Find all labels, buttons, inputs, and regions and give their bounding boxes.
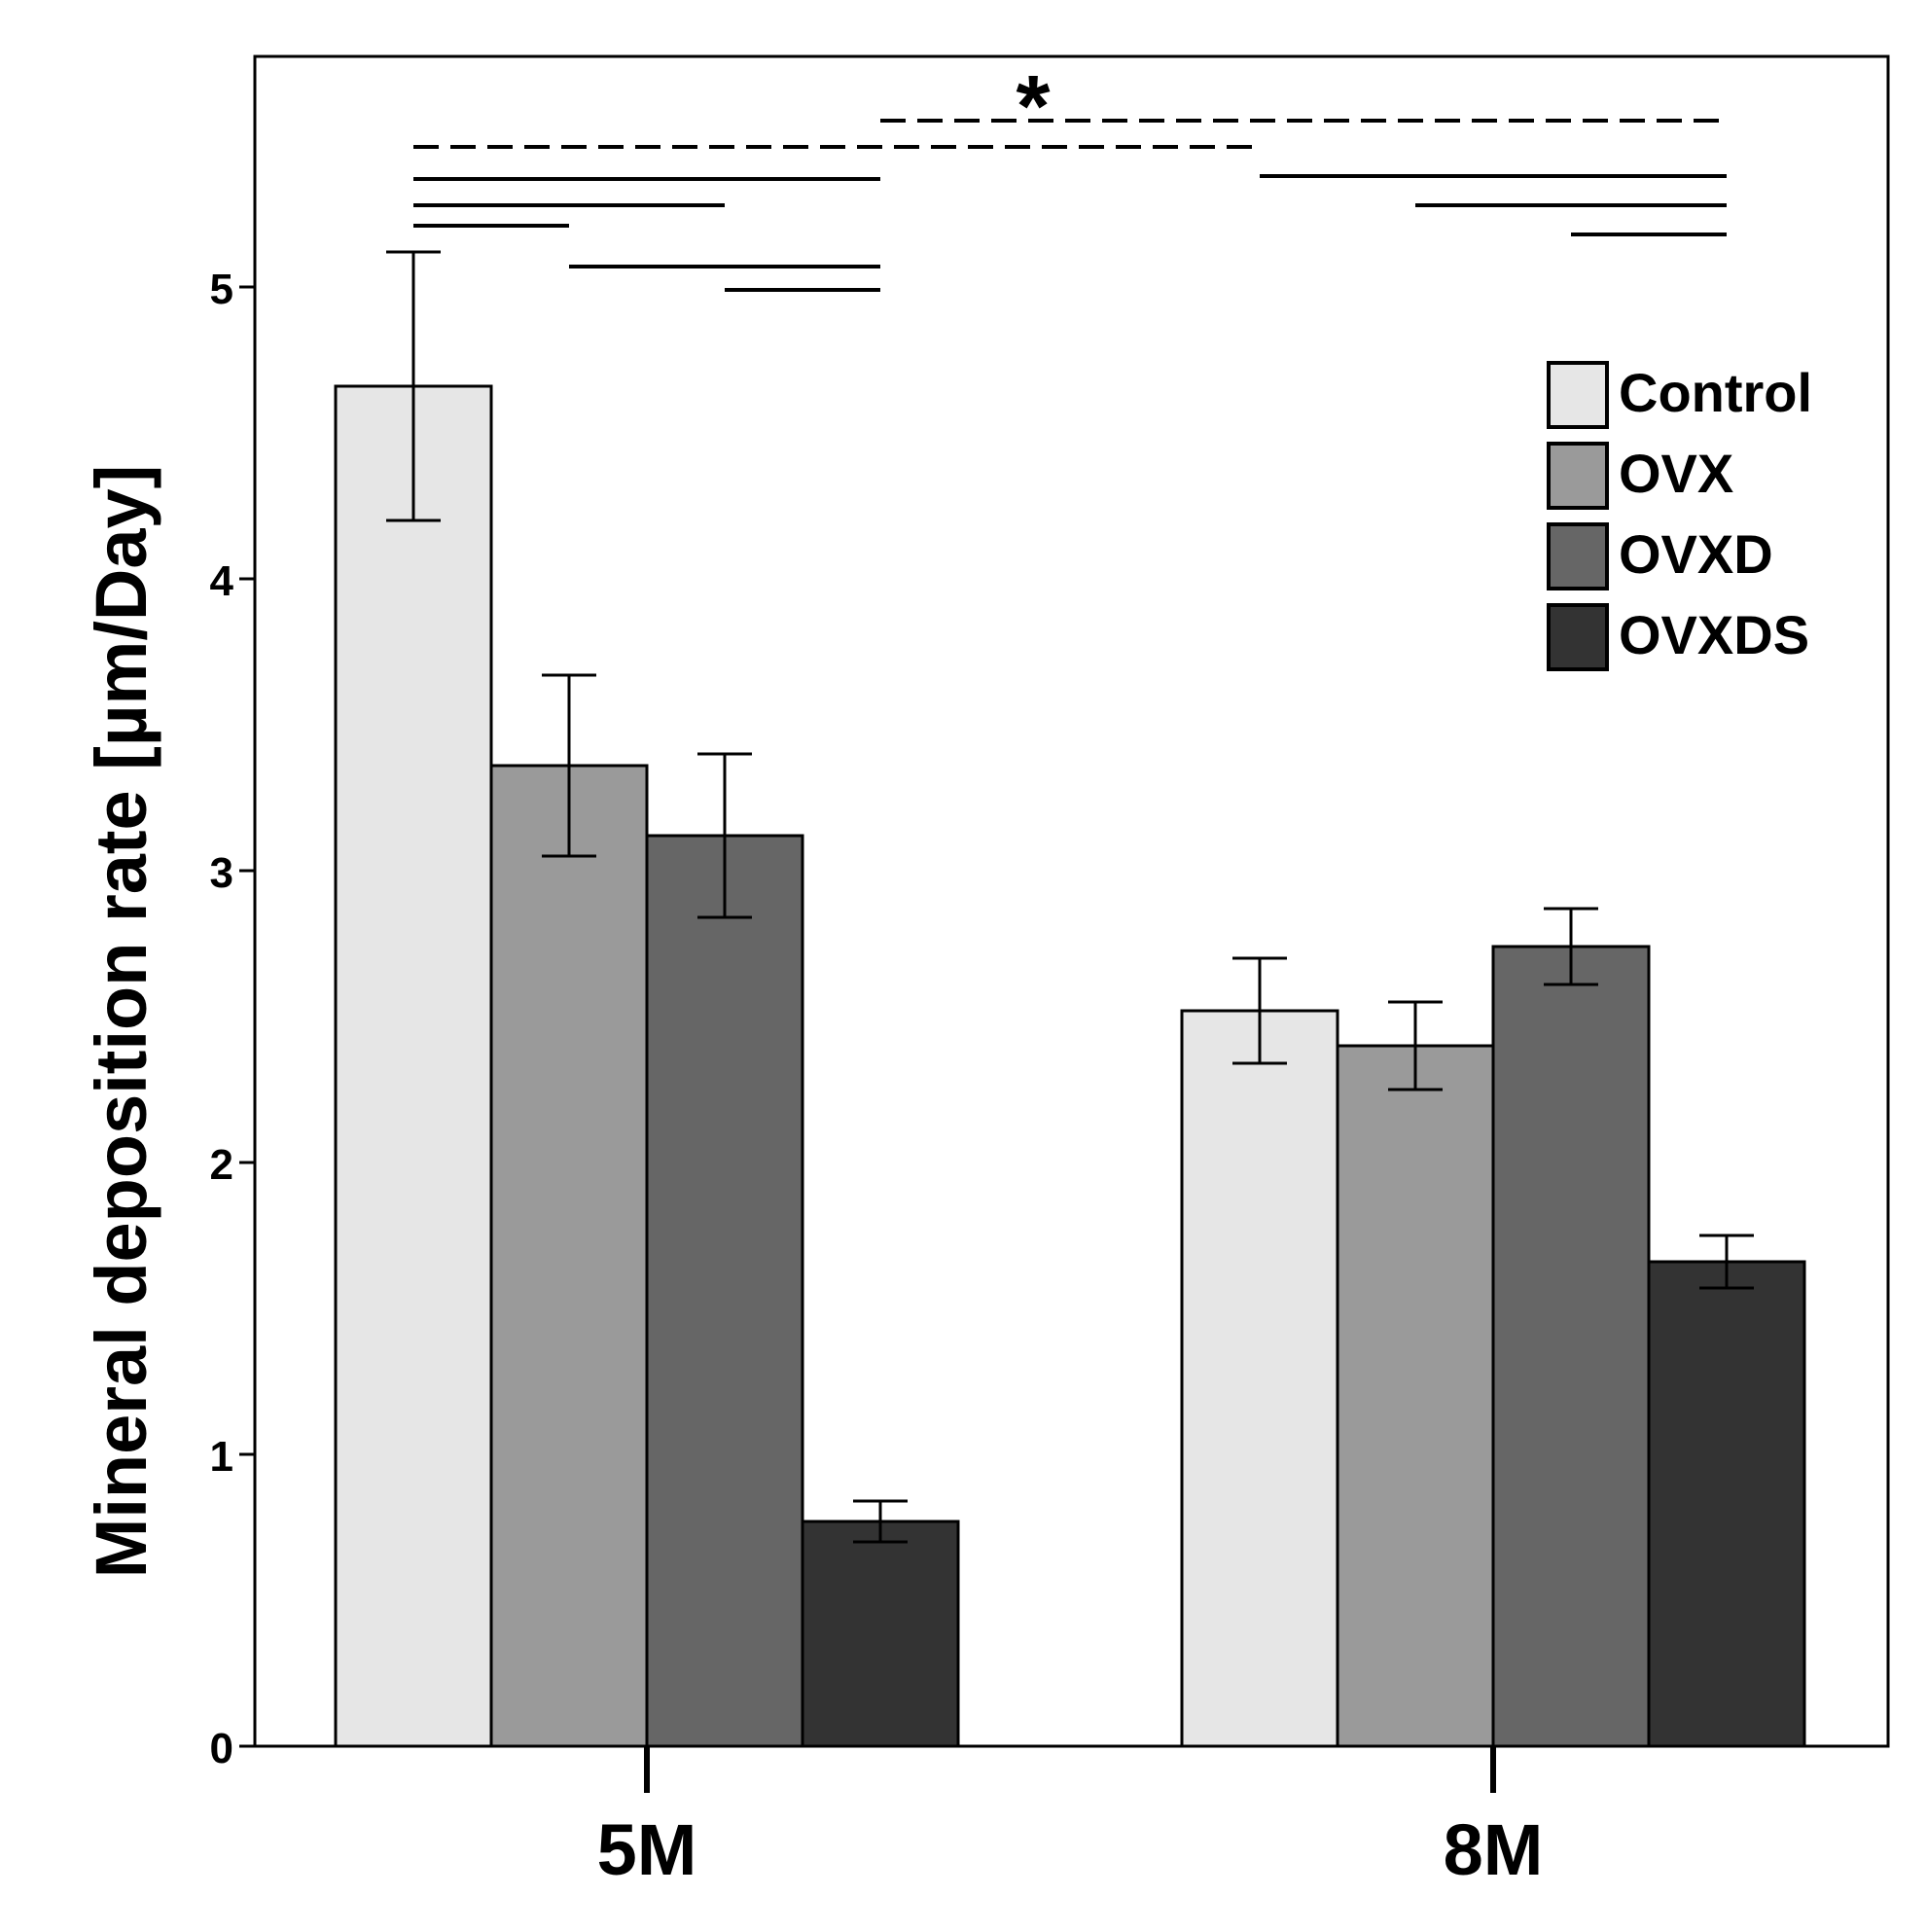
bar-ovx-8m <box>1336 1044 1495 1748</box>
plot-frame <box>253 54 1890 1748</box>
bar-ovxds-5m <box>801 1520 960 1748</box>
y-tick-label: 1 <box>210 1433 233 1481</box>
x-tick-label-5m: 5M <box>597 1809 697 1890</box>
y-tick-label: 4 <box>210 557 234 605</box>
legend-swatch-ovxds <box>1547 603 1609 671</box>
y-tick-label: 2 <box>210 1141 233 1189</box>
y-tick-label: 3 <box>210 849 233 897</box>
legend-label-ovx: OVX <box>1619 443 1733 504</box>
bar-ovx-5m <box>489 764 649 1748</box>
y-tick-label: 5 <box>210 266 233 313</box>
legend-swatch-ovxd <box>1547 522 1609 590</box>
bar-ovxd-5m <box>645 834 804 1748</box>
bar-ovxd-8m <box>1491 945 1651 1748</box>
bar-ovxds-8m <box>1647 1260 1806 1748</box>
legend-swatch-control <box>1547 361 1609 429</box>
legend-label-ovxds: OVXDS <box>1619 604 1809 665</box>
x-tick-label-8m: 8M <box>1444 1809 1544 1890</box>
legend-label-control: Control <box>1619 362 1812 423</box>
bar-control-5m <box>334 384 493 1748</box>
y-axis-label: Mineral deposition rate [µm/Day] <box>81 465 161 1579</box>
legend: Control OVX OVXD OVXDS <box>1547 361 1812 671</box>
significance-marker: * <box>1016 58 1050 156</box>
bar-control-8m <box>1180 1009 1339 1748</box>
legend-label-ovxd: OVXD <box>1619 523 1773 585</box>
y-tick-label: 0 <box>210 1725 233 1772</box>
legend-swatch-ovx <box>1547 442 1609 510</box>
